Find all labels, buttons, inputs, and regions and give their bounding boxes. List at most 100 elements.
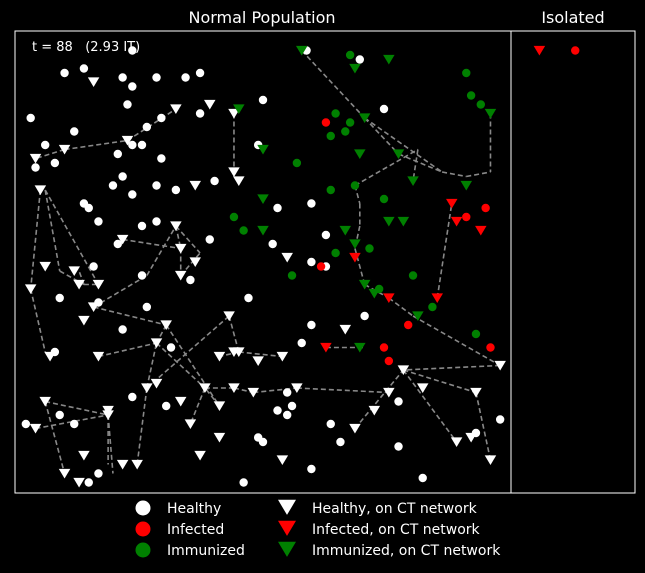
healthy-triangle-point <box>470 387 482 398</box>
time-label: t = 88 (2.93 IT) <box>32 40 140 55</box>
healthy-triangle-point <box>228 167 240 178</box>
infected-triangle-point <box>475 225 487 236</box>
healthy-triangle-point <box>223 311 235 322</box>
healthy-circle-point <box>326 419 335 429</box>
healthy-circle-point <box>26 113 35 123</box>
infected-triangle-point <box>320 342 332 353</box>
healthy-triangle-point <box>233 176 245 187</box>
immunized-triangle-point <box>354 342 366 353</box>
legend-infected-circle-marker <box>135 521 151 537</box>
normal-population-title: Normal Population <box>188 8 335 27</box>
healthy-triangle-point <box>116 459 129 470</box>
ct-edge <box>354 148 419 187</box>
legend-label: Infected, on CT network <box>312 522 481 538</box>
ct-edge <box>165 324 221 407</box>
immunized-triangle-point <box>257 144 269 155</box>
ct-edge <box>189 387 206 425</box>
healthy-circle-point <box>355 55 364 64</box>
healthy-circle-point <box>128 140 137 150</box>
immunized-circle-point <box>379 194 389 204</box>
healthy-circle-point <box>307 320 316 330</box>
healthy-triangle-point <box>92 279 105 290</box>
healthy-circle-point <box>166 343 176 352</box>
ct-edge <box>155 342 206 389</box>
ct-edge <box>441 171 467 178</box>
healthy-circle-point <box>283 388 292 397</box>
healthy-circle-point <box>142 122 152 132</box>
healthy-triangle-point <box>189 257 201 268</box>
immunized-circle-point <box>350 181 360 190</box>
healthy-triangle-point <box>174 270 187 281</box>
healthy-circle-point <box>273 406 282 415</box>
healthy-triangle-point <box>121 135 134 146</box>
healthy-circle-point <box>268 239 277 249</box>
ct-edge <box>29 288 46 353</box>
healthy-triangle-point <box>184 419 197 430</box>
healthy-circle-point <box>55 293 64 303</box>
healthy-circle-point <box>321 230 331 240</box>
legend-label: Healthy, on CT network <box>312 501 478 517</box>
population-points <box>21 45 506 488</box>
immunized-circle-point <box>365 244 374 253</box>
immunized-circle-point <box>408 271 418 280</box>
healthy-circle-point <box>128 82 137 91</box>
immunized-triangle-point <box>354 149 366 160</box>
healthy-triangle-point <box>450 437 463 448</box>
healthy-circle-point <box>307 199 316 208</box>
ct-edge <box>296 387 389 394</box>
immunized-circle-point <box>466 91 476 100</box>
healthy-circle-point <box>142 302 152 312</box>
ct-edge <box>228 315 240 353</box>
healthy-triangle-point <box>416 383 429 394</box>
healthy-triangle-point <box>170 221 182 232</box>
healthy-triangle-point <box>213 432 226 443</box>
ct-edge <box>412 315 501 367</box>
healthy-triangle-point <box>150 378 163 389</box>
healthy-circle-point <box>471 428 481 438</box>
healthy-triangle-point <box>484 455 497 466</box>
healthy-triangle-point <box>73 279 85 290</box>
legend-healthy-triangle-marker <box>278 499 296 515</box>
healthy-circle-point <box>137 221 147 231</box>
immunized-circle-point <box>476 100 485 109</box>
healthy-circle-point <box>123 100 132 109</box>
ct-edge <box>403 369 477 394</box>
healthy-triangle-point <box>174 243 187 254</box>
healthy-circle-point <box>128 190 137 199</box>
ct-edge <box>93 306 167 326</box>
immunized-triangle-point <box>397 216 410 227</box>
legend-label: Healthy <box>167 501 221 517</box>
healthy-circle-point <box>128 46 137 55</box>
immunized-circle-point <box>331 109 340 118</box>
legend-healthy-circle-marker <box>135 500 151 516</box>
healthy-circle-point <box>307 257 316 267</box>
healthy-triangle-point <box>174 396 187 407</box>
immunized-triangle-point <box>339 225 352 236</box>
legend-label: Immunized <box>167 543 245 559</box>
healthy-circle-point <box>258 95 268 105</box>
healthy-circle-point <box>394 442 403 451</box>
ct-edge <box>354 369 404 430</box>
healthy-triangle-point <box>228 347 240 358</box>
healthy-triangle-point <box>213 351 226 362</box>
healthy-triangle-point <box>116 234 129 245</box>
infected-triangle-point <box>349 252 361 263</box>
isolated-infected-circle-point <box>571 46 580 55</box>
healthy-circle-point <box>21 419 31 429</box>
ct-edge <box>107 414 114 474</box>
healthy-circle-point <box>128 392 137 402</box>
healthy-triangle-point <box>276 455 289 466</box>
immunized-triangle-point <box>412 311 424 322</box>
healthy-triangle-point <box>252 356 264 367</box>
healthy-circle-point <box>210 176 219 186</box>
immunized-circle-point <box>326 185 335 195</box>
ct-edge <box>35 148 65 160</box>
infected-circle-point <box>481 203 490 213</box>
infected-circle-point <box>316 262 326 271</box>
ct-edge <box>403 364 501 371</box>
healthy-circle-point <box>113 239 123 249</box>
healthy-triangle-point <box>68 266 80 277</box>
ct-edge <box>59 270 85 286</box>
immunized-triangle-point <box>257 194 269 205</box>
